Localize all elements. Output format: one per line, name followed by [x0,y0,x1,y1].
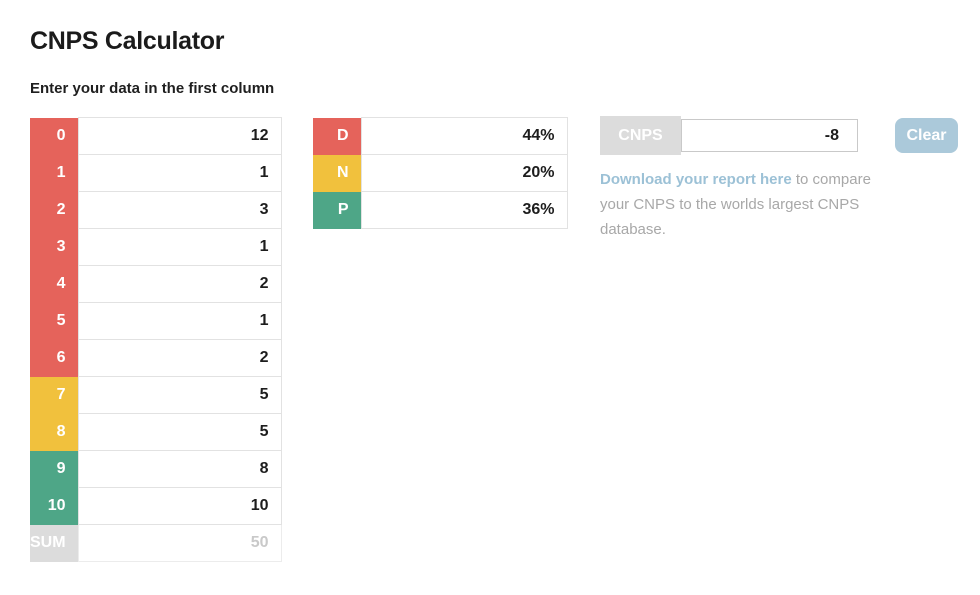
score-row-label: 1 [30,154,79,192]
table-row: 3 [30,228,282,266]
cnps-label: CNPS [600,116,681,155]
table-row: D [313,117,568,155]
table-row: 8 [30,413,282,451]
score-value-input-8[interactable] [78,414,281,450]
instructions-text: Enter your data in the first column [30,80,275,97]
score-value-input-7[interactable] [78,377,281,413]
score-table: 0 1 2 3 4 5 6 7 8 9 10 SUM [30,117,282,562]
score-row-label: 4 [30,265,79,303]
promoters-label: P [313,191,361,229]
detractors-label: D [313,117,361,155]
promoters-percent-output [361,192,567,228]
score-row-label: 8 [30,413,79,451]
clear-button[interactable]: Clear [895,118,958,153]
table-row: 1 [30,154,282,192]
table-row: 7 [30,376,282,414]
score-value-input-1[interactable] [78,155,281,191]
score-value-input-10[interactable] [78,488,281,524]
score-row-label: 9 [30,450,79,488]
table-row: N [313,154,568,192]
sum-value-output [78,525,281,561]
score-value-input-0[interactable] [78,118,281,154]
score-row-label: 6 [30,339,79,377]
cnps-result-row: CNPS Clear [600,116,958,155]
score-value-input-3[interactable] [78,229,281,265]
table-row: P [313,191,568,229]
neutrals-percent-output [361,155,567,191]
score-value-input-6[interactable] [78,340,281,376]
table-row: 0 [30,117,282,155]
report-description: to compare your CNPS to the worlds large… [600,171,871,238]
neutrals-label: N [313,154,361,192]
table-row: 5 [30,302,282,340]
score-row-label: 5 [30,302,79,340]
table-row: 2 [30,191,282,229]
table-row: 10 [30,487,282,525]
cnps-score-output [681,119,858,152]
score-row-label: 2 [30,191,79,229]
detractors-percent-output [361,118,567,154]
dnp-table: D N P [313,117,568,229]
report-paragraph: Download your report here to compare you… [600,167,902,242]
score-row-label: 0 [30,117,79,155]
table-row: 6 [30,339,282,377]
score-value-input-4[interactable] [78,266,281,302]
score-row-label: 3 [30,228,79,266]
page-title: CNPS Calculator [30,27,225,55]
table-row: 4 [30,265,282,303]
score-value-input-2[interactable] [78,192,281,228]
download-report-link[interactable]: Download your report here [600,171,792,188]
sum-row: SUM [30,524,282,562]
table-row: 9 [30,450,282,488]
result-area: CNPS Clear Download your report here to … [600,116,958,242]
score-row-label: 7 [30,376,79,414]
sum-row-label: SUM [30,524,79,562]
score-value-input-5[interactable] [78,303,281,339]
score-value-input-9[interactable] [78,451,281,487]
score-row-label: 10 [30,487,79,525]
